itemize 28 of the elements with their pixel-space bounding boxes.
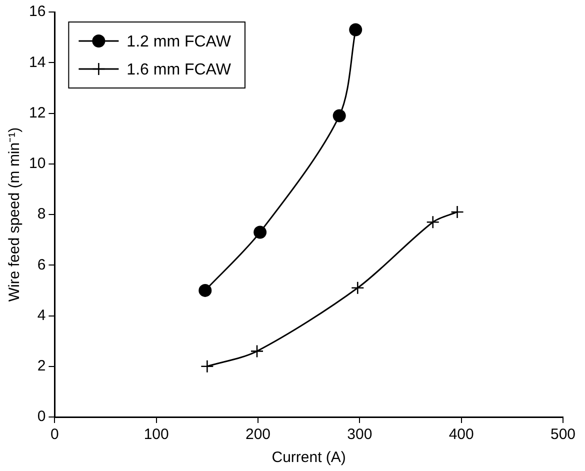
x-tick-label: 100 <box>144 426 169 444</box>
y-tick-label: 6 <box>37 256 46 274</box>
point <box>350 281 364 295</box>
y-tick-label: 4 <box>37 306 46 324</box>
y-tick-label: 12 <box>28 104 46 122</box>
point <box>250 344 264 358</box>
y-tick-label: 2 <box>37 358 46 375</box>
y-axis-title: Wire feed speed (m min⁻¹) <box>6 127 24 302</box>
point <box>200 360 214 374</box>
legend-label: 1.6 mm FCAW <box>126 61 232 78</box>
point <box>349 23 362 36</box>
y-tick-label: 16 <box>28 3 46 20</box>
y-tick-label: 10 <box>28 155 46 172</box>
y-tick-label: 0 <box>37 408 46 426</box>
y-tick-label: 14 <box>28 54 46 71</box>
point <box>332 109 346 122</box>
x-tick-label: 400 <box>448 426 474 444</box>
x-axis-title: Current (A) <box>272 449 346 466</box>
point <box>450 205 464 219</box>
point <box>254 226 267 239</box>
point <box>198 284 212 297</box>
x-tick-label: 300 <box>347 426 372 444</box>
legend-label: 1.2 mm FCAW <box>126 33 232 50</box>
x-tick-label: 0 <box>50 426 59 444</box>
x-tick-label: 200 <box>245 426 271 444</box>
x-tick-label: 500 <box>550 426 576 444</box>
y-tick-label: 8 <box>37 206 46 223</box>
point <box>426 215 440 229</box>
